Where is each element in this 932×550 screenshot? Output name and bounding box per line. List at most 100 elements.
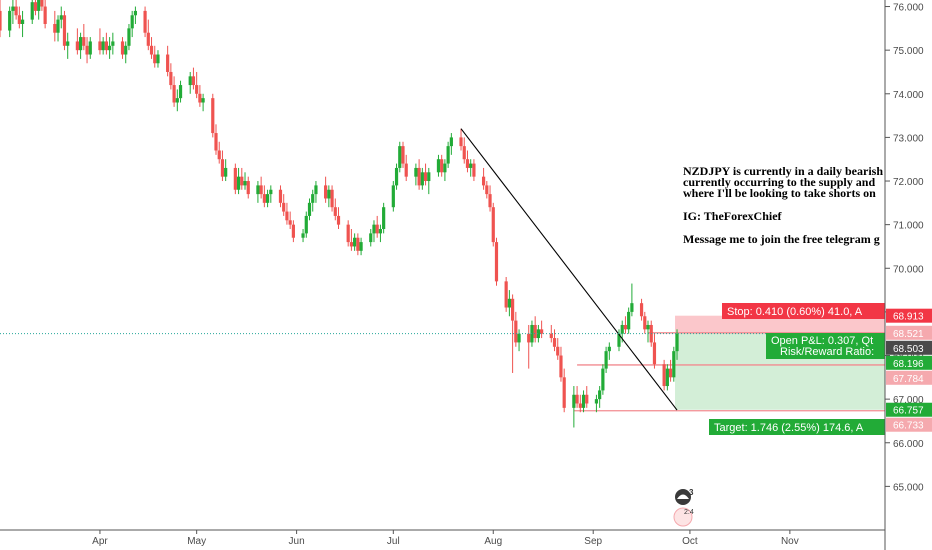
pnl-label-box[interactable] — [766, 333, 885, 359]
candle — [472, 159, 476, 182]
candle — [324, 176, 328, 203]
candle-body — [278, 189, 283, 203]
candle — [304, 211, 308, 238]
candle — [82, 23, 86, 51]
candle-body — [172, 85, 176, 103]
target-label-box[interactable] — [709, 419, 885, 435]
candle — [627, 307, 631, 334]
candle-body — [646, 324, 650, 330]
stop-zone[interactable] — [675, 315, 885, 334]
candle-body — [552, 338, 557, 347]
candle-body — [556, 346, 560, 356]
candle — [178, 80, 183, 103]
candle — [153, 45, 157, 68]
candle-body — [265, 194, 270, 203]
price-tag-label: 68.503 — [893, 344, 924, 355]
trendline[interactable] — [460, 128, 678, 411]
candle — [111, 32, 115, 55]
stop-label-box[interactable] — [722, 303, 885, 319]
candle — [265, 189, 270, 208]
candle — [11, 0, 15, 24]
horizontal-levels[interactable] — [573, 332, 885, 412]
candle-body — [356, 237, 360, 251]
candle — [301, 229, 305, 243]
position-labels[interactable]: Stop: 0.410 (0.60%) 41.0, A Open P&L: 0.… — [709, 303, 885, 435]
candle — [607, 342, 611, 360]
short-position-zones[interactable] — [675, 315, 885, 410]
candle — [665, 364, 669, 391]
candle-body — [30, 2, 34, 20]
time-tick-label: Jul — [387, 536, 400, 547]
price-tag-box — [886, 340, 932, 355]
candle — [646, 320, 650, 343]
price-tag-box — [886, 402, 932, 417]
candle-body — [220, 159, 225, 177]
candle-body — [188, 76, 192, 86]
candle-body — [514, 320, 518, 343]
candle — [214, 124, 218, 155]
candle-body — [459, 137, 463, 147]
candle — [449, 133, 453, 155]
candle-body — [353, 237, 357, 247]
candle-body — [398, 146, 402, 168]
candle — [414, 163, 418, 186]
candle-body — [594, 399, 599, 404]
candle-body — [282, 202, 286, 212]
candle-body — [336, 215, 341, 225]
price-tick-label: 72.000 — [893, 177, 924, 188]
candle — [630, 283, 634, 317]
candle-body — [617, 333, 621, 347]
candle-body — [98, 41, 102, 51]
candle — [195, 71, 199, 99]
candle — [359, 237, 363, 256]
candle — [511, 294, 515, 373]
candle-body — [462, 146, 466, 160]
time-tick-label: Nov — [781, 536, 799, 547]
candle — [423, 163, 428, 186]
candle — [104, 32, 108, 55]
candle-body — [127, 28, 131, 46]
candle-body — [533, 324, 537, 339]
candle — [643, 311, 647, 334]
candle-body — [288, 220, 292, 225]
candle-body — [465, 159, 470, 168]
candle — [481, 167, 486, 190]
candle — [98, 28, 102, 55]
candle — [282, 194, 286, 216]
candle — [507, 290, 511, 317]
candle-body — [66, 41, 70, 46]
price-tick-label: 65.000 — [893, 482, 924, 493]
text-note[interactable]: NZDJPY is currently in a daily bearish c… — [683, 164, 883, 246]
candle — [401, 141, 405, 168]
time-tick-label: May — [187, 536, 206, 547]
candle-body — [394, 167, 399, 186]
candle — [8, 6, 12, 38]
note-line-ig: IG: TheForexChief — [683, 209, 783, 223]
candle — [601, 364, 605, 395]
candle-body — [536, 329, 540, 339]
price-tick-label: 71.000 — [893, 221, 924, 232]
price-tick-label: 70.000 — [893, 264, 924, 275]
candle — [575, 386, 579, 408]
candle — [146, 19, 150, 51]
candle — [652, 333, 657, 369]
candle — [269, 185, 273, 203]
candle-body — [662, 364, 666, 387]
candle-body — [540, 329, 544, 334]
candle-body — [311, 194, 315, 203]
candle — [198, 85, 202, 107]
candle — [88, 37, 92, 59]
candle-body — [285, 211, 289, 221]
candle-body — [304, 215, 308, 234]
candle — [585, 386, 589, 408]
candle-body — [11, 6, 15, 11]
time-scale[interactable]: Apr May Jun Jul Aug Sep Oct Nov — [92, 530, 799, 547]
candle — [485, 181, 489, 199]
candle-body — [82, 37, 86, 46]
candle-body — [217, 150, 221, 160]
candle — [465, 150, 470, 173]
candle — [346, 220, 350, 247]
badge-bottom-label: 2:4 — [684, 509, 694, 516]
candle-body — [40, 0, 44, 7]
